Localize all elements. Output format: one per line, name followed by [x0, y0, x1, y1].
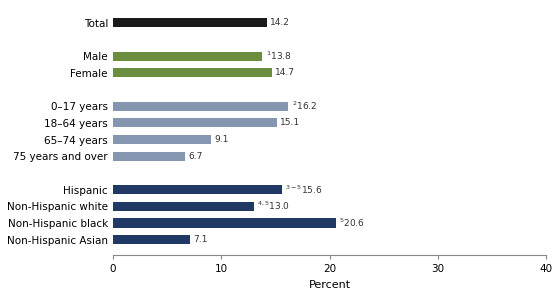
Text: 15.1: 15.1	[280, 119, 300, 127]
Bar	[113, 68, 272, 78]
Text: $^{2}$16.2: $^{2}$16.2	[292, 100, 316, 112]
Bar	[113, 102, 288, 111]
Text: 7.1: 7.1	[193, 235, 207, 244]
Text: $^{1}$13.8: $^{1}$13.8	[265, 50, 291, 62]
Bar	[113, 185, 282, 194]
Bar	[113, 52, 263, 61]
Bar	[113, 135, 212, 144]
Bar	[113, 18, 267, 27]
Text: $^{5}$20.6: $^{5}$20.6	[339, 217, 365, 229]
Bar	[113, 118, 277, 127]
Text: 14.2: 14.2	[270, 18, 290, 27]
Text: $^{3-5}$15.6: $^{3-5}$15.6	[285, 183, 323, 196]
Bar	[113, 218, 336, 228]
Bar	[113, 152, 185, 161]
Bar	[113, 235, 190, 244]
Text: 14.7: 14.7	[276, 68, 296, 77]
Text: 6.7: 6.7	[189, 152, 203, 161]
X-axis label: Percent: Percent	[309, 280, 351, 290]
Bar	[113, 202, 254, 211]
Text: 9.1: 9.1	[214, 135, 229, 144]
Text: $^{4,5}$13.0: $^{4,5}$13.0	[257, 200, 290, 212]
